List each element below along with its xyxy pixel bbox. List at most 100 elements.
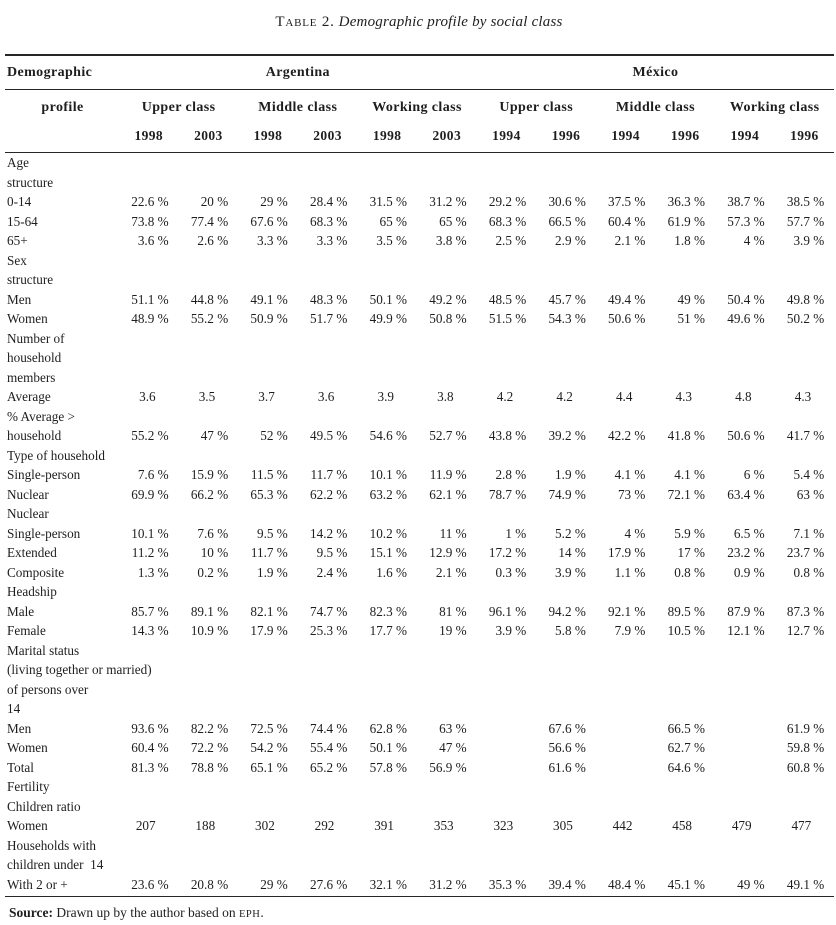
table-row: children under 14: [5, 855, 834, 875]
table-cell: 2.1 %: [435, 564, 467, 580]
table-cell: [119, 836, 179, 856]
table-cell: [357, 368, 417, 388]
table-row: structure: [5, 173, 834, 193]
table-cell: 1.1 %: [614, 564, 646, 580]
table-cell: [596, 153, 656, 173]
table-cell: [715, 699, 775, 719]
table-title-text: Demographic profile by social class: [338, 14, 563, 30]
table-cell: 65.1 %: [250, 759, 288, 775]
section-label: Nuclear: [7, 506, 49, 521]
section-label: Age: [7, 155, 29, 170]
table-cell: [298, 582, 358, 602]
table-cell: [357, 641, 417, 661]
table-cell: 3.6 %: [137, 233, 169, 248]
table-cell: 3.5 %: [376, 233, 407, 248]
table-cell: 3.9: [377, 389, 394, 404]
table-cell: [357, 153, 417, 173]
table-cell: [596, 660, 656, 680]
table-row: Total 81.3 % 78.8 % 65.1 % 65.2 % 57.8 % 56.9 …: [5, 758, 834, 778]
table-cell: 17.7 %: [369, 623, 407, 638]
year-header: 2003: [297, 123, 358, 153]
table-cell: 63.4 %: [727, 486, 765, 502]
table-cell: [715, 504, 775, 524]
table-cell: 17 %: [677, 545, 706, 560]
table-cell: [357, 504, 417, 524]
table-cell: [298, 368, 358, 388]
table-cell: 10.9 %: [190, 623, 229, 638]
table-cell: 9.5 %: [257, 525, 288, 541]
table-cell: 96.1 %: [488, 603, 527, 619]
table-cell: [536, 777, 596, 797]
table-cell: 23.2 %: [727, 545, 765, 560]
corner-empty: [5, 123, 119, 153]
table-row: Nuclear: [5, 504, 834, 524]
table-cell: 11.7 %: [310, 467, 348, 482]
table-cell: 17.2 %: [488, 545, 527, 560]
table-cell: [357, 582, 417, 602]
table-cell: 38.5 %: [786, 194, 825, 209]
table-cell: 10 %: [200, 545, 229, 560]
source-note: Source: Drawn up by the author based on …: [9, 905, 833, 921]
table-cell: 15.1 %: [369, 545, 407, 560]
table-cell: [238, 153, 298, 173]
table-cell: 48.5 %: [488, 291, 527, 307]
year-header: 1998: [357, 123, 417, 153]
table-cell: [655, 348, 715, 368]
source-label: Source:: [9, 905, 53, 920]
table-cell: [417, 153, 477, 173]
table-cell: 11.7 %: [250, 545, 288, 560]
table-cell: [775, 641, 835, 661]
table-cell: 85.7 %: [131, 603, 169, 619]
table-cell: 17.9 %: [250, 623, 288, 638]
table-cell: [238, 173, 298, 193]
table-cell: [775, 173, 835, 193]
table-cell: 38.7 %: [727, 194, 765, 209]
table-cell: 23.6 %: [119, 874, 179, 897]
table-cell: [596, 504, 656, 524]
section-label: Households with: [7, 837, 97, 853]
table-cell: [179, 153, 239, 173]
table-cell: [119, 446, 179, 466]
table-cell: [715, 641, 775, 661]
table-cell: 3.9 %: [495, 623, 527, 638]
table-cell: 4.3: [794, 389, 812, 404]
table-cell: [715, 153, 775, 173]
table-cell: [775, 582, 835, 602]
table-cell: [298, 797, 358, 817]
table-cell: 49.2 %: [429, 291, 467, 307]
table-cell: [596, 699, 656, 719]
table-row: Age: [5, 153, 834, 173]
table-cell: 3.9 %: [555, 564, 586, 580]
table-cell: 82.2 %: [190, 720, 229, 736]
table-cell: 6 %: [743, 467, 765, 482]
table-cell: 48.9 %: [131, 311, 169, 326]
table-cell: 32.1 %: [357, 874, 417, 897]
table-cell: [715, 368, 775, 388]
table-cell: [775, 329, 835, 349]
country-header: México: [476, 55, 835, 90]
table-cell: 50.9 %: [250, 311, 288, 326]
table-cell: [238, 407, 298, 427]
year-header: 1996: [774, 123, 835, 153]
table-cell: 353: [433, 818, 454, 833]
section-label: children under 14: [7, 857, 104, 872]
table-cell: [477, 660, 537, 680]
table-row: Female 14.3 % 10.9 % 17.9 % 25.3 % 17.7 % 19 %…: [5, 621, 834, 641]
table-cell: [536, 504, 596, 524]
section-label: Children ratio: [7, 798, 81, 814]
table-cell: 20.8 %: [178, 874, 239, 897]
table-cell: [536, 270, 596, 290]
table-row: Headship: [5, 582, 834, 602]
table-row: Type of household: [5, 446, 834, 466]
table-cell: [536, 446, 596, 466]
table-cell: 89.1 %: [190, 603, 229, 619]
table-cell: 12.1 %: [727, 623, 765, 638]
table-cell: [417, 797, 477, 817]
table-cell: 29 %: [260, 194, 288, 209]
table-row: Average 3.6 3.5 3.7 3.6 3.9 3.8 4.2 4.2 4.4 4.3 4.8…: [5, 387, 834, 407]
table-cell: [655, 680, 715, 700]
table-cell: 87.9 %: [727, 603, 765, 619]
year-header: 1996: [536, 123, 596, 153]
table-cell: 10.1 %: [369, 467, 407, 482]
